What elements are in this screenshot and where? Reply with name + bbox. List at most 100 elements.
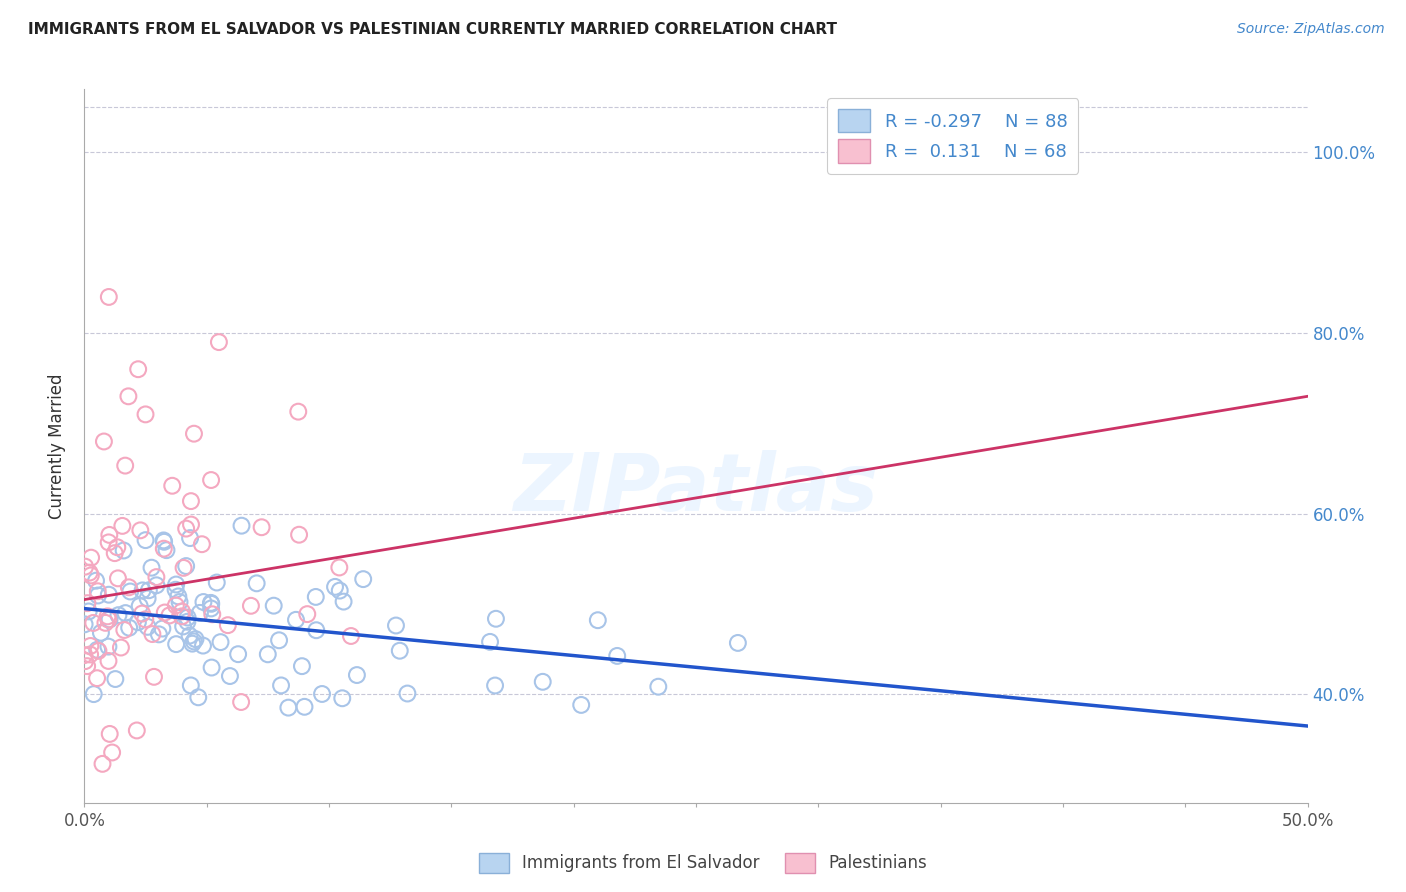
Point [79, 566, 101, 580]
Point [80, 550, 103, 565]
Point [250, 520, 273, 534]
Point [180, 678, 202, 692]
Point [180, 517, 202, 532]
Point [148, 627, 170, 641]
Point [346, 668, 368, 682]
Point [84, 574, 107, 588]
Point [93, 434, 115, 449]
Point [239, 599, 262, 613]
Point [647, 680, 669, 694]
Point [79, 648, 101, 662]
Point [155, 543, 177, 558]
Point [270, 678, 292, 692]
Point [97, 654, 120, 668]
Point [75, 559, 97, 574]
Point [75, 654, 97, 668]
Point [118, 621, 141, 635]
Point [277, 700, 299, 714]
Point [174, 522, 197, 536]
Point [479, 635, 502, 649]
Point [112, 543, 135, 558]
Point [87, 589, 110, 603]
Point [136, 591, 159, 606]
Point [174, 559, 197, 574]
Point [179, 531, 201, 545]
Point [107, 571, 129, 585]
Point [87, 584, 110, 599]
Point [187, 690, 209, 705]
Point [191, 537, 214, 551]
Point [120, 584, 142, 599]
Point [131, 583, 153, 598]
Point [97, 609, 120, 624]
Point [134, 612, 156, 626]
Point [484, 679, 506, 693]
Point [200, 601, 222, 615]
Text: ZIPatlas: ZIPatlas [513, 450, 879, 528]
Point [153, 534, 176, 549]
Point [79, 639, 101, 653]
Point [138, 583, 160, 598]
Point [159, 608, 181, 623]
Point [117, 389, 139, 403]
Point [188, 606, 211, 620]
Point [97, 535, 120, 549]
Point [285, 613, 308, 627]
Point [97, 290, 120, 304]
Point [165, 599, 187, 613]
Point [205, 575, 228, 590]
Point [201, 607, 224, 622]
Point [297, 607, 319, 621]
Point [569, 698, 592, 712]
Point [184, 632, 207, 647]
Point [328, 560, 350, 574]
Point [80, 568, 103, 582]
Point [256, 648, 278, 662]
Point [98, 612, 121, 626]
Point [87, 644, 110, 658]
Point [97, 640, 120, 654]
Point [165, 577, 187, 591]
Point [267, 633, 290, 648]
Point [83, 687, 105, 701]
Point [165, 637, 187, 651]
Point [176, 610, 198, 624]
Point [385, 618, 408, 632]
Point [170, 604, 193, 618]
Point [98, 528, 121, 542]
Point [153, 606, 176, 620]
Point [145, 570, 167, 584]
Point [97, 588, 120, 602]
Point [165, 582, 187, 597]
Point [160, 479, 183, 493]
Point [287, 405, 309, 419]
Point [141, 560, 163, 574]
Point [200, 596, 222, 610]
Point [91, 756, 114, 771]
Point [111, 519, 134, 533]
Text: Source: ZipAtlas.com: Source: ZipAtlas.com [1237, 22, 1385, 37]
Point [128, 599, 150, 613]
Point [73, 617, 96, 632]
Point [208, 335, 231, 350]
Point [329, 583, 352, 598]
Point [118, 580, 141, 594]
Point [191, 639, 214, 653]
Point [193, 595, 215, 609]
Point [114, 458, 136, 473]
Point [125, 723, 148, 738]
Point [246, 576, 269, 591]
Point [231, 518, 253, 533]
Point [76, 596, 98, 610]
Point [305, 590, 328, 604]
Point [201, 660, 224, 674]
Point [110, 640, 132, 655]
Point [396, 686, 419, 700]
Point [152, 541, 174, 556]
Point [152, 533, 174, 548]
Point [129, 524, 152, 538]
Point [127, 615, 149, 630]
Point [101, 746, 124, 760]
Point [727, 636, 749, 650]
Point [136, 620, 159, 634]
